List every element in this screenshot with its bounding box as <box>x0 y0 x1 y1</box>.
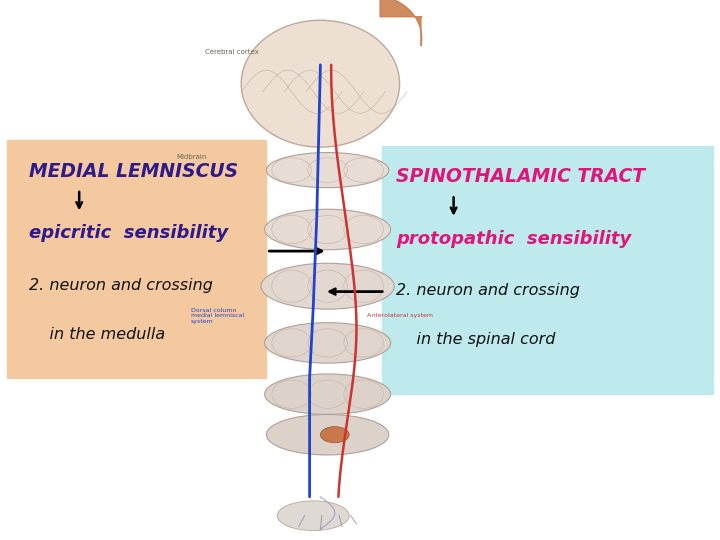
FancyBboxPatch shape <box>382 146 713 394</box>
Text: Midbrain: Midbrain <box>176 154 207 160</box>
Text: 2. neuron and crossing: 2. neuron and crossing <box>29 278 212 293</box>
Ellipse shape <box>265 374 391 415</box>
Ellipse shape <box>241 20 400 147</box>
Ellipse shape <box>277 501 349 530</box>
Text: epicritic  sensibility: epicritic sensibility <box>29 224 228 242</box>
Text: protopathic  sensibility: protopathic sensibility <box>396 230 631 247</box>
FancyBboxPatch shape <box>7 140 266 378</box>
Text: Cerebral cortex: Cerebral cortex <box>205 49 259 55</box>
Text: Dorsal column
medial lemniscal
system: Dorsal column medial lemniscal system <box>191 308 244 324</box>
Ellipse shape <box>320 427 349 443</box>
Text: Anterolateral system: Anterolateral system <box>367 313 433 319</box>
Ellipse shape <box>265 209 391 249</box>
Ellipse shape <box>261 263 395 309</box>
Text: in the medulla: in the medulla <box>29 327 165 342</box>
Ellipse shape <box>266 415 389 455</box>
Ellipse shape <box>265 322 391 363</box>
Ellipse shape <box>266 152 389 187</box>
Text: 2. neuron and crossing: 2. neuron and crossing <box>396 284 580 299</box>
Text: SPINOTHALAMIC TRACT: SPINOTHALAMIC TRACT <box>396 167 645 186</box>
Text: MEDIAL LEMNISCUS: MEDIAL LEMNISCUS <box>29 162 238 181</box>
Text: in the spinal cord: in the spinal cord <box>396 332 555 347</box>
